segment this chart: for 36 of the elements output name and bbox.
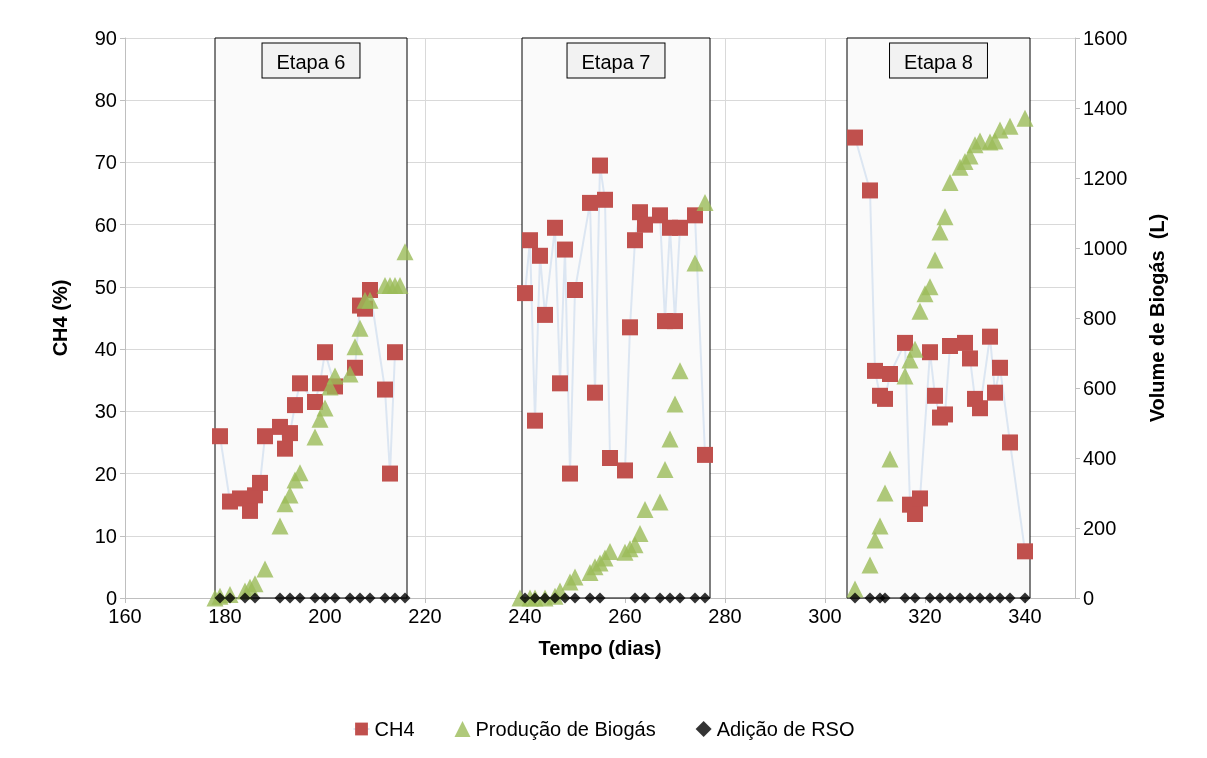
y2-tick-label: 600 bbox=[1083, 377, 1117, 399]
y-tick-label: 50 bbox=[94, 275, 117, 298]
x-tick-label: 240 bbox=[508, 605, 542, 627]
y-axis-title: CH4 (%) bbox=[49, 279, 71, 357]
y2-tick-label: 1200 bbox=[1083, 167, 1128, 189]
y-tick-label: 10 bbox=[94, 524, 117, 547]
x-tick-label: 300 bbox=[808, 605, 842, 627]
legend-label: Adição de RSO bbox=[716, 718, 855, 740]
x-tick-label: 200 bbox=[308, 605, 342, 627]
y2-tick-label: 800 bbox=[1083, 307, 1117, 329]
y2-tick-label: 1000 bbox=[1083, 237, 1128, 259]
x-tick-label: 180 bbox=[208, 605, 242, 627]
y2-tick-label: 400 bbox=[1083, 447, 1117, 469]
band-label: Etapa 7 bbox=[581, 50, 651, 73]
x-tick-label: 260 bbox=[608, 605, 642, 627]
y-tick-label: 90 bbox=[94, 27, 117, 49]
band-label: Etapa 6 bbox=[276, 50, 346, 73]
y2-tick-label: 1600 bbox=[1083, 27, 1128, 49]
legend-label: Produção de Biogás bbox=[475, 718, 656, 740]
y-tick-label: 20 bbox=[94, 462, 117, 485]
y-tick-label: 40 bbox=[94, 338, 117, 361]
x-tick-label: 320 bbox=[908, 605, 942, 627]
x-tick-label: 280 bbox=[708, 605, 742, 627]
y2-axis-title: Volume de Biogás (L) bbox=[1146, 213, 1168, 423]
y-tick-label: 70 bbox=[94, 151, 117, 174]
legend-label: CH4 bbox=[374, 718, 415, 740]
y-tick-label: 60 bbox=[94, 213, 117, 236]
x-tick-label: 340 bbox=[1008, 605, 1042, 627]
y2-tick-label: 200 bbox=[1083, 517, 1117, 539]
x-tick-label: 220 bbox=[408, 605, 442, 627]
y-tick-label: 80 bbox=[94, 89, 117, 112]
band-label: Etapa 8 bbox=[904, 50, 973, 73]
y2-tick-label: 0 bbox=[1083, 587, 1095, 609]
x-axis-title: Tempo (dias) bbox=[538, 637, 662, 659]
y2-tick-label: 1400 bbox=[1083, 97, 1128, 119]
y-tick-label: 30 bbox=[94, 400, 117, 423]
